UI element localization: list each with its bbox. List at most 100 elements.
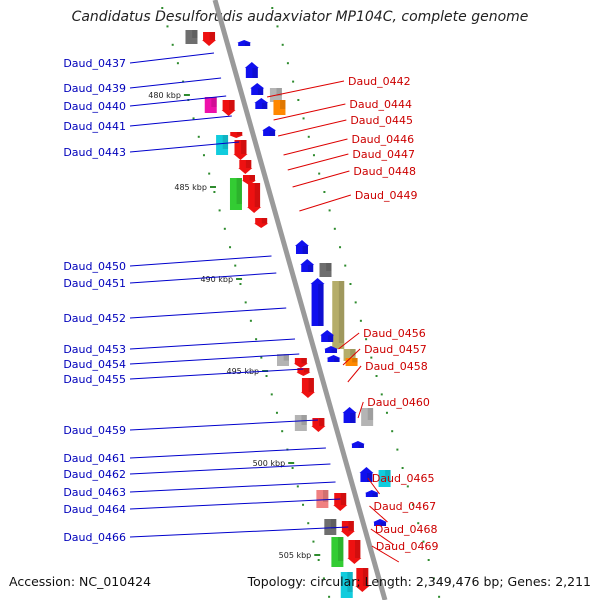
minor-tick-dot [318,172,321,175]
gene-label-daud-0456[interactable]: Daud_0456 [363,327,426,340]
gene-label-daud-0449[interactable]: Daud_0449 [355,189,418,202]
gene-label-daud-0440[interactable]: Daud_0440 [63,100,126,113]
gene-shade [301,358,307,364]
minor-tick-dot [328,595,331,598]
gene-label-daud-0443[interactable]: Daud_0443 [63,146,126,159]
scale-tick-label: 485 kbp [174,183,207,192]
leader-line [273,103,346,121]
gene-feature-blue [254,98,269,109]
minor-tick-dot [302,503,305,506]
gene-shade [355,540,361,558]
gene-label-daud-0464[interactable]: Daud_0464 [63,503,126,516]
gene-label-daud-0439[interactable]: Daud_0439 [63,82,126,95]
minor-tick-dot [260,356,263,359]
gene-label-daud-0444[interactable]: Daud_0444 [349,98,412,111]
gene-feature-red [254,218,269,228]
gene-label-daud-0447[interactable]: Daud_0447 [352,148,415,161]
minor-tick-dots [161,7,441,598]
gene-shade [308,378,314,392]
minor-tick-dot [349,283,352,285]
minor-tick-dot [171,43,174,46]
gene-label-daud-0467[interactable]: Daud_0467 [374,500,437,513]
gene-shade [245,160,252,168]
gene-label-daud-0441[interactable]: Daud_0441 [63,120,126,133]
gene-label-daud-0454[interactable]: Daud_0454 [63,358,126,371]
gene-shade [327,335,334,342]
gene-shade [338,281,345,343]
minor-tick-dot [417,522,420,525]
gene-label-daud-0459[interactable]: Daud_0459 [63,424,126,437]
gene-label-daud-0466[interactable]: Daud_0466 [63,531,126,544]
gene-shade [367,473,373,482]
minor-tick-dot [344,264,347,267]
gene-shade [347,572,353,592]
gene-label-daud-0437[interactable]: Daud_0437 [63,57,126,70]
gene-shade [276,88,282,96]
gene-label-daud-0448[interactable]: Daud_0448 [353,165,416,178]
minor-tick-dot [391,430,394,433]
gene-feature-red [300,378,315,398]
minor-tick-dot [302,117,305,120]
leader-line [129,368,304,380]
gene-feature-blue [342,407,357,423]
gene-label-daud-0458[interactable]: Daud_0458 [365,360,428,373]
gene-label-daud-0457[interactable]: Daud_0457 [364,343,427,356]
minor-tick-dot [286,62,289,65]
gene-label-daud-0445[interactable]: Daud_0445 [350,114,413,127]
gene-feature-blue [373,519,388,526]
gene-label-daud-0453[interactable]: Daud_0453 [63,343,126,356]
minor-tick-dot [307,522,310,525]
gene-shade [222,135,229,149]
minor-tick-dot [359,319,362,322]
minor-tick-dot [197,135,200,138]
gene-label-daud-0465[interactable]: Daud_0465 [372,472,435,485]
minor-tick-dot [438,595,441,598]
leader-line [278,119,347,137]
leader-line [129,419,318,431]
minor-tick-dot [365,338,368,341]
gene-label-daud-0460[interactable]: Daud_0460 [367,396,430,409]
gene-label-daud-0455[interactable]: Daud_0455 [63,373,126,386]
gene-shade [380,522,387,526]
gene-label-daud-0446[interactable]: Daud_0446 [351,133,414,146]
gene-shade [257,88,264,95]
gene-feature-blue [326,355,341,362]
gene-shade [211,97,217,107]
minor-tick-dot [297,99,300,101]
gene-label-daud-0468[interactable]: Daud_0468 [375,523,438,536]
leader-line [129,52,215,64]
gene-label-daud-0452[interactable]: Daud_0452 [63,312,126,325]
gene-shade [280,100,286,109]
leader-line [129,526,349,538]
minor-tick-dot [218,209,221,212]
gene-label-daud-0462[interactable]: Daud_0462 [63,468,126,481]
minor-tick-dot [192,117,195,120]
gene-feature-blue [262,126,277,136]
minor-tick-dot [296,485,299,488]
gene-feature-magenta [204,97,217,113]
gene-shade [192,30,198,38]
minor-tick-dot [333,227,336,230]
minor-tick-dot [244,301,247,304]
minor-tick-dot [223,227,226,230]
gene-label-daud-0450[interactable]: Daud_0450 [63,260,126,273]
gene-shade [261,218,268,224]
gene-feature-darkgrey [324,519,337,535]
gene-feature-blue [300,259,315,272]
gene-feature-blue [324,346,339,353]
gene-label-daud-0451[interactable]: Daud_0451 [63,277,126,290]
gene-label-daud-0442[interactable]: Daud_0442 [348,75,411,88]
leader-line [292,170,350,188]
gene-feature-blue [320,330,335,342]
gene-label-daud-0461[interactable]: Daud_0461 [63,452,126,465]
minor-tick-dot [275,411,278,414]
minor-tick-dot [401,467,404,469]
gene-shade [338,537,344,561]
gene-label-daud-0469[interactable]: Daud_0469 [376,540,439,553]
gene-label-daud-0463[interactable]: Daud_0463 [63,486,126,499]
gene-feature-grey [361,408,374,426]
minor-tick-dot [432,577,435,580]
gene-shade [229,100,235,110]
gene-shade [249,175,255,181]
leader-line [129,115,232,127]
